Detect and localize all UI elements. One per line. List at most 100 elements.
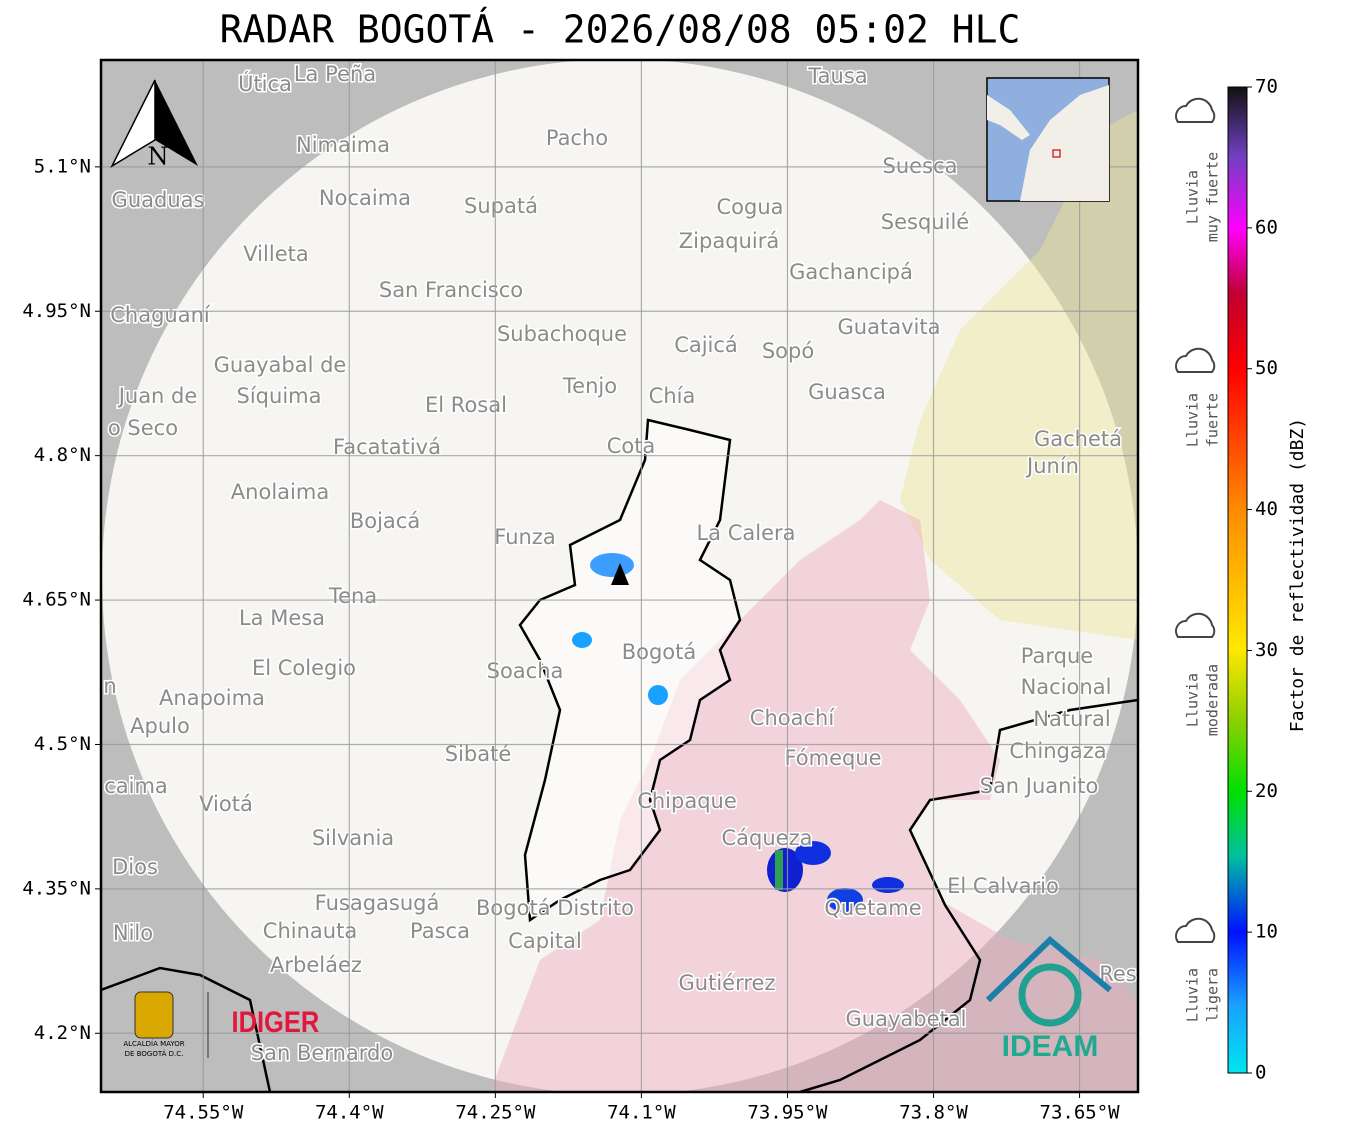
inset-land xyxy=(987,95,1030,140)
place-label: Cáqueza xyxy=(722,826,813,850)
inset-box xyxy=(1052,149,1061,158)
place-label: Nimaima xyxy=(296,133,390,157)
place-label: Anolaima xyxy=(231,480,329,504)
rain-icon xyxy=(1175,347,1216,373)
alcaldia-text: DE BOGOTÁ D.C. xyxy=(125,1049,184,1058)
place-label: Chingaza xyxy=(1009,739,1106,763)
place-label: Cogua xyxy=(716,195,783,219)
alcaldia-text: ALCALDÍA MAYOR xyxy=(123,1039,184,1048)
place-label: Gutiérrez xyxy=(679,971,776,995)
ideam-roof xyxy=(985,935,1112,1003)
place-label: El Rosal xyxy=(425,393,507,417)
y-tick-label: 4.5°N xyxy=(34,733,91,755)
echo xyxy=(590,553,634,577)
colorbar-tick-label: 0 xyxy=(1255,1062,1266,1084)
place-label: Cota xyxy=(607,434,656,458)
place-label: o Seco xyxy=(108,416,178,440)
echo xyxy=(872,877,904,893)
dept-border xyxy=(101,966,272,1092)
x-tick-label: 74.4°W xyxy=(315,1102,384,1124)
place-label: San Francisco xyxy=(379,278,523,302)
place-label: Bojacá xyxy=(350,509,420,533)
place-label: Gachetá xyxy=(1034,427,1122,451)
echo xyxy=(827,888,863,912)
place-label: El Colegio xyxy=(252,656,356,680)
place-label: Nacional xyxy=(1021,675,1112,699)
place-label: Apulo xyxy=(130,714,190,738)
y-tick-label: 4.2°N xyxy=(34,1022,91,1044)
rain-class-label: Lluvia xyxy=(1184,673,1202,727)
place-label: Síquima xyxy=(237,384,322,408)
place-label: Sesquilé xyxy=(881,210,969,234)
place-label: Cajicá xyxy=(674,333,738,357)
map: Útica La Peña Tausa Pacho Nimaima Guaduas Noca… xyxy=(101,60,1138,1092)
place-label: Choachí xyxy=(750,706,836,730)
place-label: La Mesa xyxy=(239,606,325,630)
x-tick-label: 74.25°W xyxy=(455,1102,536,1124)
y-tick-label: 4.95°N xyxy=(22,300,91,322)
colorbar-tick-label: 20 xyxy=(1255,780,1278,802)
place-label: Nocaima xyxy=(319,186,411,210)
place-label: Parque xyxy=(1021,644,1093,668)
place-label: Guayabal de xyxy=(214,353,347,377)
place-label: Tausa xyxy=(807,64,867,88)
place-label: n xyxy=(103,674,116,698)
place-label: Villeta xyxy=(243,242,308,266)
colorbar-tick-label: 10 xyxy=(1255,921,1278,943)
place-label: caima xyxy=(104,774,168,798)
rain-icon xyxy=(1175,97,1216,123)
place-label: Guasca xyxy=(808,380,886,404)
echo xyxy=(572,632,592,648)
echo xyxy=(795,841,831,865)
place-label: Nilo xyxy=(113,921,153,945)
north-arrow: N xyxy=(110,79,198,171)
x-tick-label: 73.65°W xyxy=(1040,1102,1121,1124)
region-pink xyxy=(490,500,1138,1092)
x-tick-label: 74.1°W xyxy=(607,1102,676,1124)
place-label: Bogotá xyxy=(622,640,697,664)
colorbar-tick-label: 40 xyxy=(1255,498,1278,520)
y-tick-label: 4.8°N xyxy=(34,444,91,466)
place-label: San Juanito xyxy=(980,774,1099,798)
grid xyxy=(101,60,1138,1092)
rain-class-label: moderada xyxy=(1204,664,1222,736)
inset-land xyxy=(1020,85,1109,201)
place-label: Bogotá Distrito xyxy=(476,896,634,920)
place-label: Quetame xyxy=(824,896,921,920)
ideam-swirl xyxy=(1018,963,1082,1027)
radar-site xyxy=(611,563,629,585)
place-label: Tena xyxy=(328,584,377,608)
place-label: Supatá xyxy=(464,194,538,218)
y-tick-label: 4.65°N xyxy=(22,589,91,611)
place-label: La Calera xyxy=(696,521,795,545)
place-label: Fusagasugá xyxy=(315,891,440,915)
idiger-logo: IDIGER xyxy=(231,1005,319,1038)
place-label: Arbeláez xyxy=(270,953,362,977)
logos: ALCALDÍA MAYOR DE BOGOTÁ D.C. IDIGER IDE… xyxy=(123,935,1112,1063)
place-label: San Bernardo xyxy=(251,1041,393,1065)
rain-class-label: muy fuerte xyxy=(1204,152,1222,242)
place-label: Anapoima xyxy=(159,686,265,710)
place-label: Funza xyxy=(494,525,555,549)
rain-icon xyxy=(1175,612,1216,638)
rain-class-label: Lluvia xyxy=(1184,393,1202,447)
place-label: Pasca xyxy=(410,919,470,943)
place-label: Gachancipá xyxy=(789,260,913,284)
place-label: Chipaque xyxy=(637,789,737,813)
echo xyxy=(775,850,783,890)
dept-border xyxy=(799,698,1138,1092)
x-tick-label: 73.8°W xyxy=(899,1102,968,1124)
echo xyxy=(648,685,668,705)
place-label: Zipaquirá xyxy=(679,229,779,253)
place-label: Subachoque xyxy=(497,322,627,346)
place-label: Junín xyxy=(1025,454,1079,478)
place-label: Soacha xyxy=(487,659,564,683)
colorbar xyxy=(1227,86,1248,1074)
place-label: Chaguaní xyxy=(110,303,211,327)
map-frame xyxy=(99,58,1140,1094)
rain-class-label: fuerte xyxy=(1204,393,1222,447)
colorbar-tick-label: 30 xyxy=(1255,639,1278,661)
